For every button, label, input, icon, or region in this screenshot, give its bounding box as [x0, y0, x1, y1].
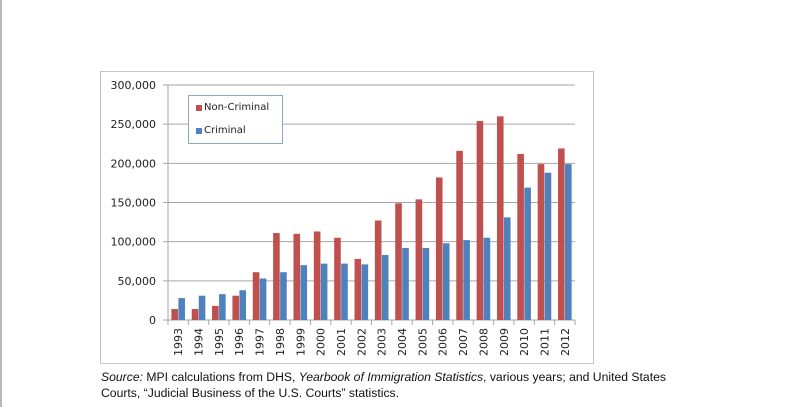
bar-non-criminal-2004 [395, 203, 402, 320]
bar-criminal-1996 [239, 290, 247, 320]
bar-criminal-2005 [422, 247, 430, 320]
bar-criminal-1993 [178, 298, 185, 320]
bar-non-criminal-1999 [293, 233, 301, 320]
bar-criminal-2003 [381, 254, 389, 320]
bar-criminal-2002 [361, 264, 369, 320]
x-tick-label: 2004 [396, 328, 409, 356]
bar-criminal-2001 [341, 263, 348, 320]
bar-criminal-1995 [219, 294, 226, 320]
source-caption: Source: MPI calculations from DHS, Yearb… [101, 370, 761, 401]
bar-non-criminal-1997 [252, 272, 260, 320]
bar-criminal-2010 [524, 187, 531, 320]
x-tick-label: 2012 [559, 328, 572, 356]
bar-non-criminal-2008 [476, 121, 484, 321]
legend-item-non-criminal: Non-Criminal [196, 102, 269, 113]
bar-non-criminal-1995 [212, 305, 219, 320]
bar-non-criminal-2007 [456, 150, 463, 320]
caption-line-2: Courts, “Judicial Business of the U.S. C… [101, 385, 400, 400]
x-tick-label: 1994 [193, 328, 206, 356]
legend-swatch-criminal [196, 127, 202, 134]
x-tick-label: 2001 [335, 328, 348, 356]
bar-criminal-1998 [280, 272, 287, 320]
y-tick-label: 150,000 [111, 197, 157, 210]
y-tick-label: 250,000 [111, 118, 157, 131]
x-tick-label: 2005 [416, 328, 429, 356]
bar-criminal-2000 [320, 263, 328, 320]
y-tick-label: 300,000 [111, 79, 157, 92]
x-tick-label: 2008 [477, 328, 490, 356]
x-tick-label: 1998 [274, 328, 287, 356]
bar-non-criminal-2003 [374, 220, 382, 320]
x-tick-label: 2000 [315, 328, 328, 356]
caption-publication: Yearbook of Immigration Statistics [298, 370, 484, 384]
bar-non-criminal-2005 [415, 199, 423, 320]
x-tick-label: 2010 [518, 328, 531, 356]
x-tick-label: 1993 [172, 328, 185, 356]
bar-non-criminal-2002 [354, 258, 362, 320]
x-tick-label: 1997 [254, 328, 267, 356]
bar-criminal-2007 [463, 240, 470, 320]
bar-non-criminal-2006 [435, 177, 443, 320]
bar-non-criminal-2000 [313, 231, 321, 320]
bar-criminal-2012 [565, 164, 572, 320]
bar-criminal-2011 [544, 172, 552, 320]
bar-non-criminal-1993 [171, 309, 178, 320]
bar-criminal-2004 [402, 247, 409, 320]
bar-criminal-2008 [483, 237, 491, 320]
bar-non-criminal-1998 [273, 233, 280, 320]
legend-label-criminal: Criminal [204, 125, 246, 136]
bar-criminal-1994 [198, 295, 206, 320]
bar-non-criminal-2011 [537, 164, 545, 320]
legend-item-criminal: Criminal [196, 125, 246, 136]
bar-non-criminal-2001 [334, 237, 341, 320]
bar-non-criminal-1996 [232, 295, 240, 320]
caption-text-1: MPI calculations from DHS, [143, 370, 299, 384]
legend: Non-Criminal Criminal [188, 95, 283, 144]
x-tick-label: 2009 [498, 328, 511, 356]
page-edge [0, 0, 2, 407]
bar-criminal-1997 [259, 278, 267, 320]
bar-non-criminal-2012 [558, 148, 565, 320]
y-tick-label: 200,000 [111, 157, 157, 170]
x-tick-label: 2006 [437, 328, 450, 356]
legend-swatch-non-criminal [196, 104, 202, 111]
x-tick-label: 2007 [457, 328, 470, 356]
caption-source-label: Source: [101, 370, 144, 384]
x-tick-label: 2002 [355, 328, 368, 356]
bar-non-criminal-2010 [517, 153, 524, 320]
bar-non-criminal-2009 [496, 116, 504, 320]
caption-text-2: , various years; and United States [483, 370, 666, 384]
bar-criminal-2009 [503, 217, 511, 320]
x-tick-label: 2011 [538, 328, 551, 356]
x-tick-label: 2003 [376, 328, 389, 356]
y-tick-label: 50,000 [118, 275, 157, 288]
x-tick-label: 1995 [213, 328, 226, 356]
bar-non-criminal-1994 [191, 309, 199, 320]
bar-criminal-1999 [300, 265, 308, 320]
bar-criminal-2006 [442, 243, 450, 320]
legend-label-non-criminal: Non-Criminal [204, 102, 270, 113]
y-tick-label: 0 [149, 314, 156, 327]
x-tick-label: 1999 [294, 328, 307, 356]
x-tick-label: 1996 [233, 328, 246, 356]
y-tick-label: 100,000 [111, 236, 157, 249]
